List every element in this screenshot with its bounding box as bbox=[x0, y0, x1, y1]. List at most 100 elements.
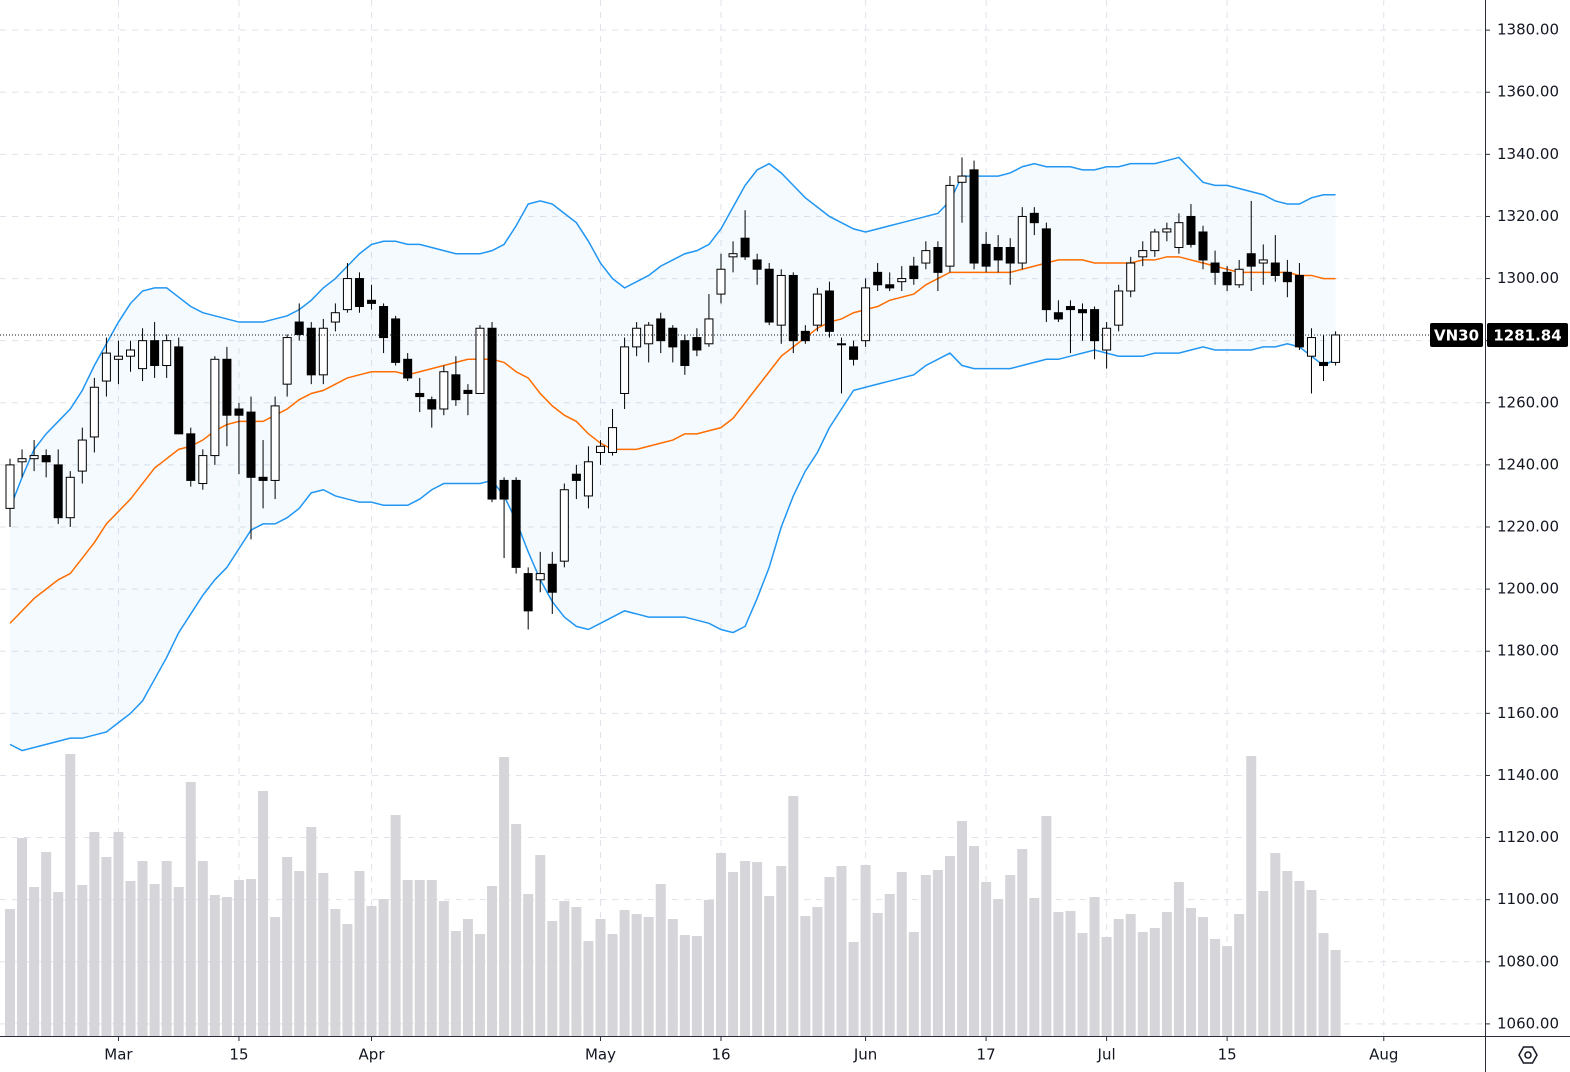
volume-bar bbox=[149, 884, 160, 1036]
candle-body bbox=[1234, 268, 1244, 286]
candle-body bbox=[1029, 212, 1039, 224]
candle-body bbox=[523, 573, 533, 612]
candle-body bbox=[945, 184, 955, 267]
candle-body bbox=[704, 318, 714, 345]
candle-body bbox=[993, 247, 1003, 261]
candle-body bbox=[812, 293, 822, 326]
candle-body bbox=[318, 327, 328, 376]
candle-body bbox=[632, 327, 642, 348]
volume-bar bbox=[101, 857, 112, 1036]
y-tick-label: 1360.00 bbox=[1497, 83, 1559, 101]
volume-bar bbox=[691, 936, 702, 1036]
volume-bar bbox=[920, 875, 931, 1036]
candle-body bbox=[463, 389, 473, 394]
volume-bar bbox=[306, 827, 317, 1036]
x-tick-label: Jul bbox=[1097, 1046, 1116, 1064]
candle-body bbox=[1005, 247, 1015, 264]
candle-body bbox=[680, 340, 690, 367]
candle-body bbox=[776, 274, 786, 326]
volume-bar bbox=[1005, 875, 1016, 1036]
volume-bar bbox=[547, 921, 558, 1036]
volume-bar bbox=[173, 887, 184, 1036]
volume-bar bbox=[1318, 933, 1329, 1036]
symbol-tag bbox=[1430, 322, 1483, 347]
volume-bar bbox=[29, 887, 40, 1036]
volume-bar bbox=[535, 855, 546, 1036]
candle-body bbox=[836, 343, 846, 346]
volume-bar bbox=[523, 894, 534, 1036]
candle-body bbox=[270, 405, 280, 481]
candle-body bbox=[620, 346, 630, 394]
candle-body bbox=[1150, 231, 1160, 252]
volume-bar bbox=[643, 917, 654, 1036]
volume-bar bbox=[836, 866, 847, 1036]
volume-bar bbox=[788, 796, 799, 1036]
candle-body bbox=[499, 479, 509, 500]
y-tick-label: 1160.00 bbox=[1497, 704, 1559, 722]
x-tick-label: Jun bbox=[853, 1046, 877, 1064]
candle-body bbox=[1294, 274, 1304, 348]
volume-bar bbox=[474, 934, 485, 1036]
price-tag-label: 1281.84 bbox=[1493, 326, 1561, 344]
volume-bar bbox=[932, 870, 943, 1036]
candle-body bbox=[1053, 312, 1063, 320]
volume-bar bbox=[426, 880, 437, 1036]
volume-bar bbox=[1053, 912, 1064, 1036]
volume-bar bbox=[487, 886, 498, 1036]
candle-body bbox=[1258, 259, 1268, 264]
band-fill bbox=[10, 157, 1336, 751]
candle-body bbox=[53, 464, 63, 519]
y-tick-label: 1120.00 bbox=[1497, 828, 1559, 846]
x-tick-label: 15 bbox=[1218, 1046, 1237, 1064]
volume-bar bbox=[1246, 756, 1257, 1036]
volume-bar bbox=[366, 906, 377, 1036]
candle-body bbox=[138, 340, 148, 370]
candle-body bbox=[559, 489, 569, 562]
candle-body bbox=[41, 455, 51, 463]
volume-bar bbox=[607, 934, 618, 1036]
band-layer bbox=[9, 156, 1336, 752]
candle-body bbox=[1198, 231, 1208, 261]
candle-body bbox=[656, 318, 666, 342]
volume-bar bbox=[65, 754, 76, 1036]
volume-bar bbox=[957, 821, 968, 1036]
y-tick-label: 1300.00 bbox=[1497, 269, 1559, 287]
volume-bar bbox=[667, 919, 678, 1036]
candle-body bbox=[873, 271, 883, 286]
candle-body bbox=[764, 268, 774, 323]
candle-body bbox=[1138, 250, 1148, 258]
candle-body bbox=[1017, 215, 1027, 264]
volume-bar bbox=[209, 895, 220, 1036]
y-tick-label: 1380.00 bbox=[1497, 21, 1559, 39]
volume-bar bbox=[450, 931, 461, 1036]
band-upper bbox=[9, 156, 1336, 509]
candle-body bbox=[451, 374, 461, 401]
volume-bar bbox=[390, 815, 401, 1036]
candle-body bbox=[113, 355, 123, 360]
candle-body bbox=[282, 337, 292, 385]
volume-bar bbox=[1185, 908, 1196, 1036]
volume-bar bbox=[824, 877, 835, 1036]
volume-bar bbox=[896, 872, 907, 1036]
candle-body bbox=[403, 358, 413, 379]
volume-bar bbox=[270, 917, 281, 1036]
settings-icon[interactable] bbox=[1518, 1046, 1538, 1064]
volume-bar bbox=[185, 782, 196, 1036]
volume-bar bbox=[282, 857, 293, 1036]
volume-bar bbox=[1149, 928, 1160, 1036]
candle-body bbox=[1186, 215, 1196, 245]
candle-body bbox=[861, 287, 871, 342]
candle-body bbox=[246, 411, 256, 478]
candle-body bbox=[1319, 361, 1329, 367]
volume-bar bbox=[679, 935, 690, 1036]
candle-body bbox=[571, 473, 581, 481]
volume-bar bbox=[884, 894, 895, 1036]
candle-body bbox=[475, 327, 485, 394]
x-tick-label: Apr bbox=[359, 1046, 386, 1064]
settings-dot bbox=[1524, 1051, 1532, 1059]
candle-body bbox=[824, 290, 834, 332]
volume-bar bbox=[1234, 914, 1245, 1036]
candle-body bbox=[1114, 290, 1124, 326]
candle-body bbox=[379, 306, 389, 339]
